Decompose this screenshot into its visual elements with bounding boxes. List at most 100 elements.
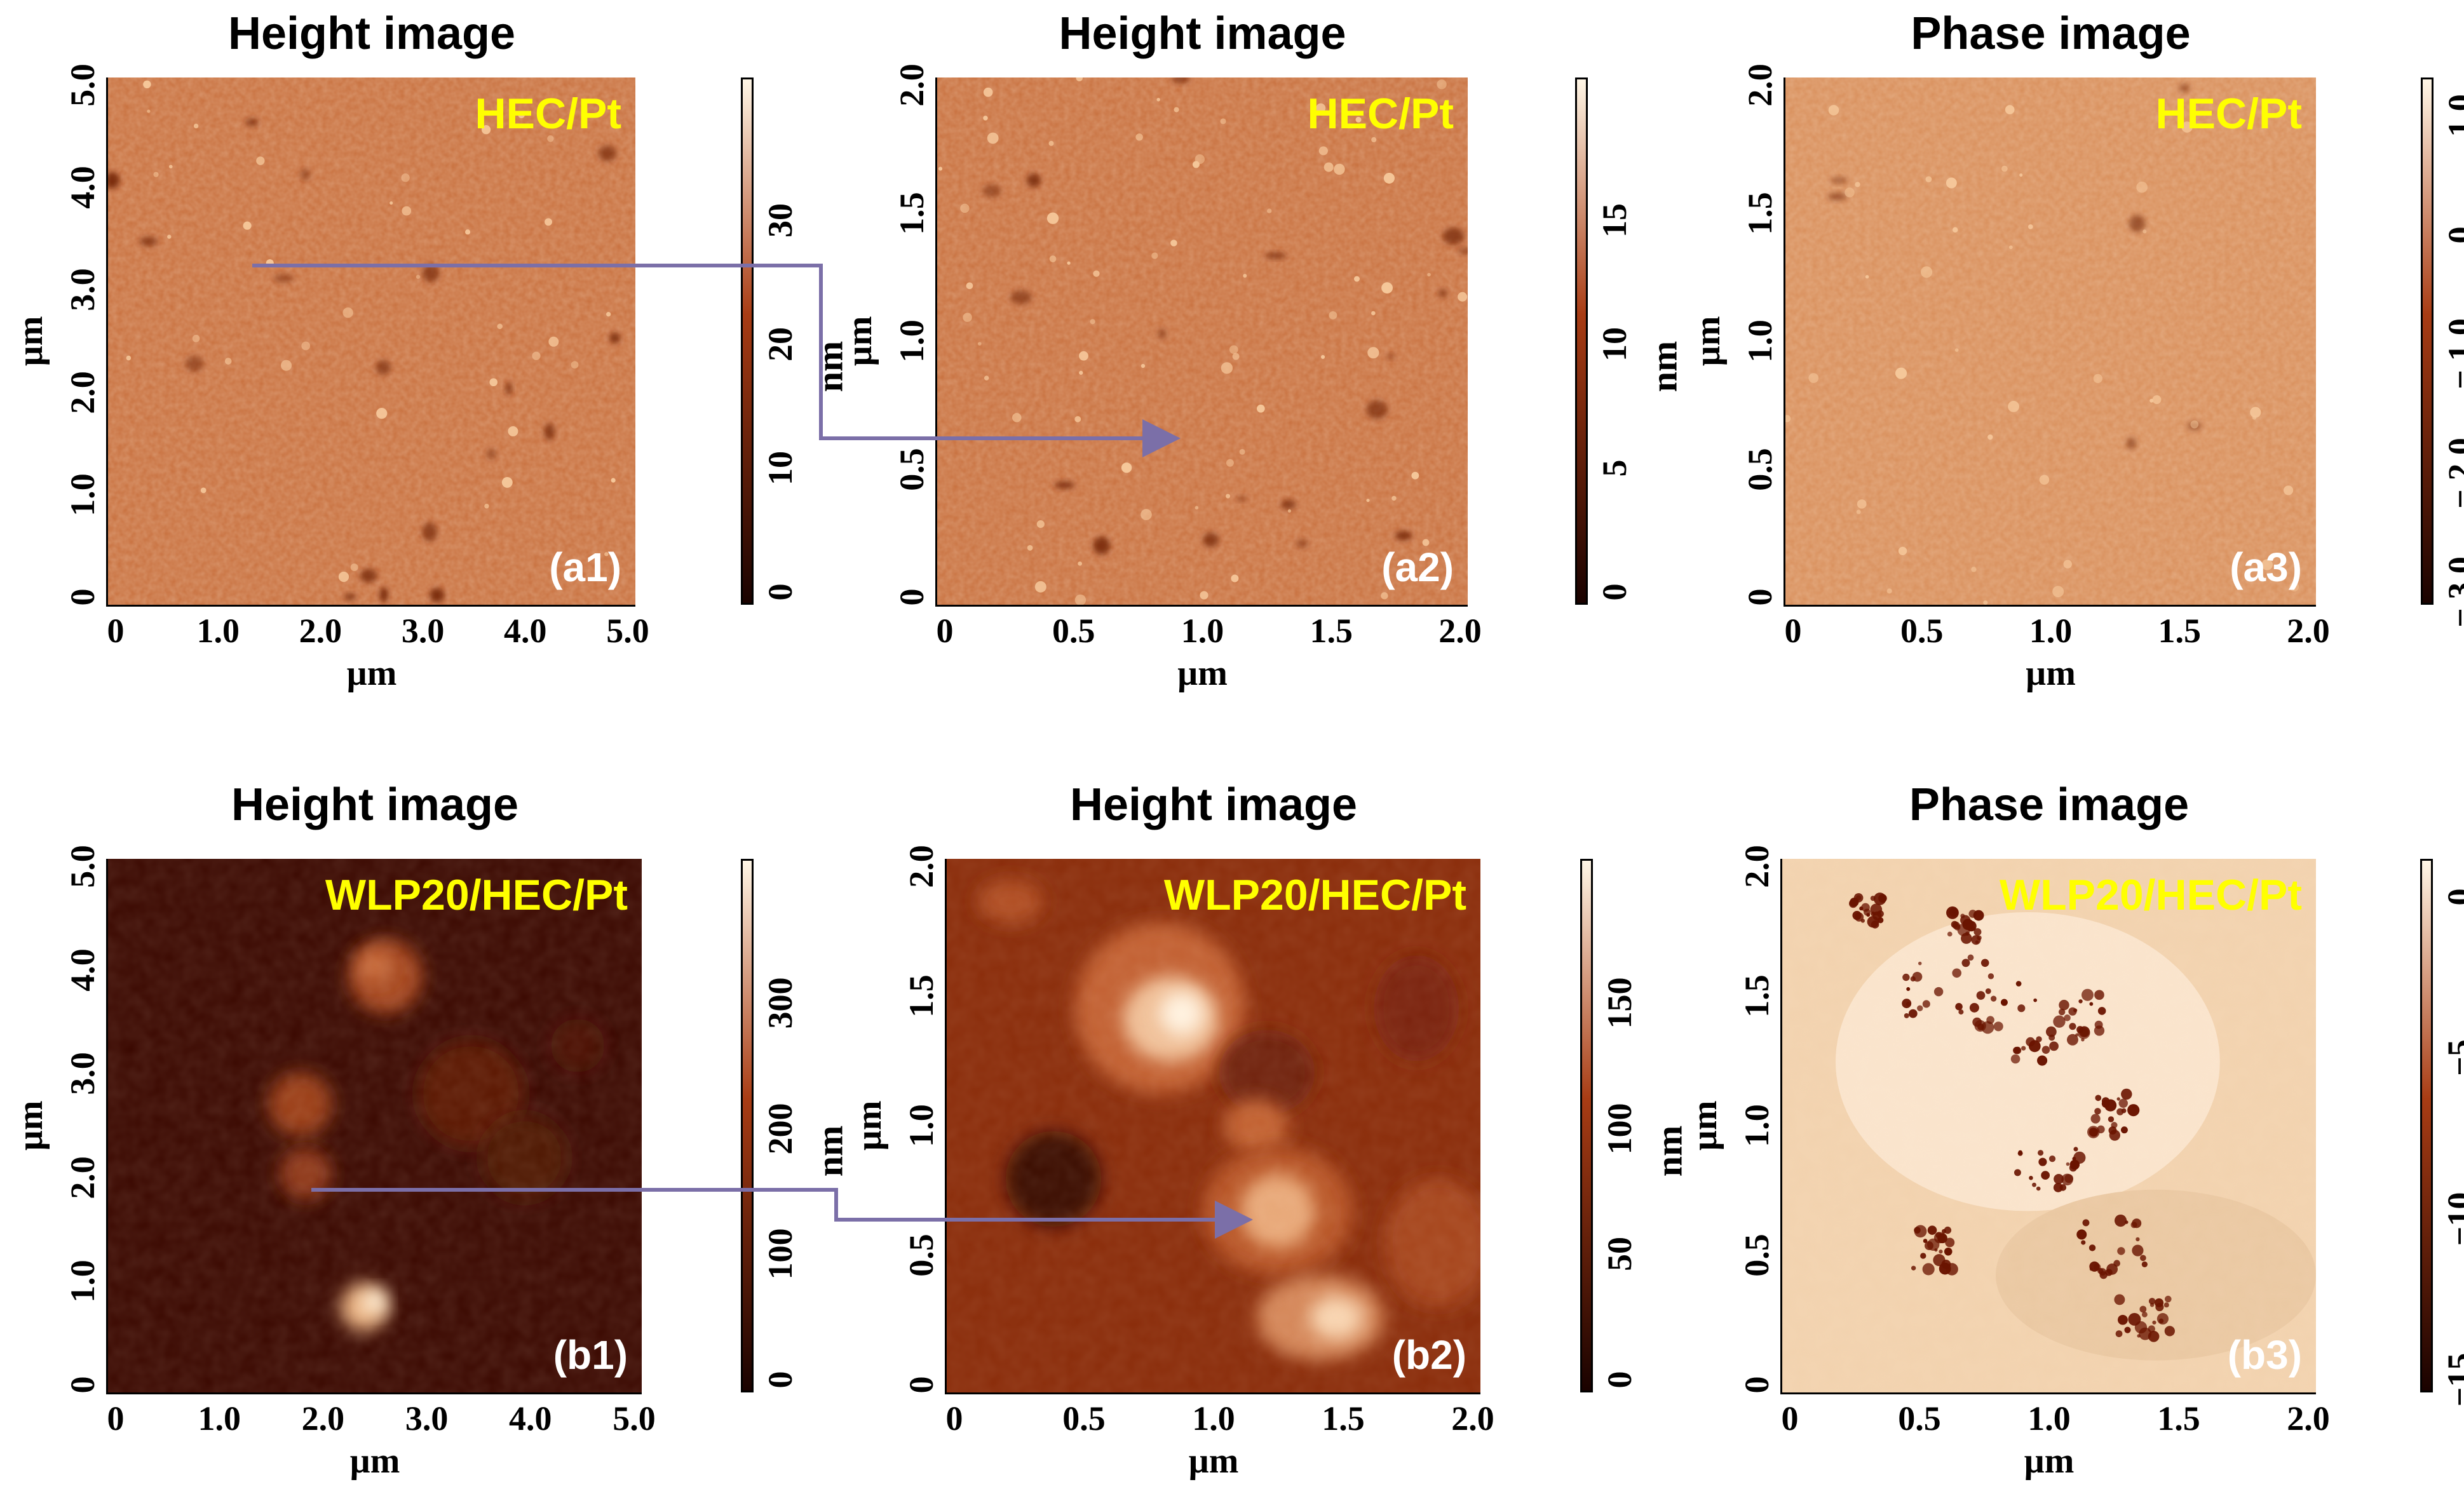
afm-grain <box>243 221 252 230</box>
afm-phase-spot <box>2164 1326 2175 1337</box>
afm-grain <box>1067 261 1071 265</box>
afm-phase-spot <box>1993 1021 2003 1032</box>
afm-grain <box>464 229 471 235</box>
afm-phase-spot <box>1955 1002 1963 1011</box>
afm-phase-spot <box>1945 1237 1955 1248</box>
afm-phase-spot <box>2036 1036 2042 1042</box>
panel-title-a2: Height image <box>1059 8 1346 59</box>
afm-phase-spot <box>1854 912 1864 922</box>
afm-grain <box>547 135 554 142</box>
afm-phase-spot <box>1991 995 1997 1002</box>
afm-grain <box>1987 434 1993 440</box>
colorbar-unit-b1: nm <box>809 1125 851 1177</box>
y-tick-label-a3: 0 <box>1741 588 1779 606</box>
x-tick-label-a2: 1.0 <box>1181 612 1224 650</box>
x-axis-line-a3 <box>1785 605 2316 607</box>
x-tick-label-a1: 2.0 <box>299 612 342 650</box>
afm-image-a3 <box>1785 77 2316 605</box>
afm-grain <box>1079 351 1088 361</box>
afm-grain <box>389 201 393 205</box>
colorbar-tick-a2: 0 <box>1595 583 1634 601</box>
afm-phase-spot <box>2109 1129 2120 1141</box>
afm-phase-spot <box>2082 1219 2090 1227</box>
afm-phase-spot <box>1969 1002 1979 1013</box>
afm-phase-spot <box>2116 1108 2124 1115</box>
x-tick-label-a3: 1.0 <box>2029 612 2073 650</box>
afm-phase-spot <box>1871 911 1876 917</box>
afm-grain <box>1925 176 1932 183</box>
afm-grain <box>983 116 988 121</box>
afm-image-a1 <box>108 77 635 605</box>
afm-grain <box>1135 133 1143 141</box>
afm-phase-spot <box>2064 1014 2071 1021</box>
afm-phase-spot <box>1985 988 1991 994</box>
afm-image-b1 <box>108 859 642 1392</box>
afm-grain <box>126 355 132 361</box>
afm-grain <box>604 552 609 556</box>
afm-grain <box>1334 163 1345 175</box>
afm-grain <box>1371 311 1376 316</box>
afm-grain <box>224 358 232 365</box>
afm-grain <box>338 571 349 583</box>
y-tick-label-a3: 0.5 <box>1741 447 1779 491</box>
x-tick-label-a1: 3.0 <box>401 612 445 650</box>
y-tick-label-b3: 1.0 <box>1738 1104 1776 1147</box>
colorbar-unit-a2: nm <box>1643 340 1685 393</box>
panel-title-b3: Phase image <box>1909 779 2190 830</box>
afm-phase-spot <box>2139 1255 2146 1262</box>
panel-title-b2: Height image <box>1069 779 1358 830</box>
afm-phase-spot <box>2115 1330 2123 1337</box>
colorbar-tick-a3: − 1.0 <box>2441 318 2464 389</box>
afm-phase-spot <box>2010 1054 2021 1064</box>
afm-texture <box>108 859 642 1392</box>
x-axis-unit-a3: µm <box>2026 654 2076 693</box>
x-tick-label-b3: 0 <box>1781 1399 1799 1438</box>
x-axis-unit-b1: µm <box>349 1441 400 1481</box>
afm-grain <box>280 360 292 371</box>
afm-phase-spot <box>2028 1040 2041 1053</box>
afm-map-a1 <box>108 77 635 605</box>
afm-phase-spot <box>2088 1244 2096 1251</box>
panel-label-b3: (b3) <box>2227 1332 2302 1378</box>
afm-phase-spot <box>2049 1041 2059 1051</box>
afm-grain <box>416 274 421 279</box>
afm-grain <box>1200 591 1208 600</box>
afm-phase-spot <box>2061 1173 2073 1186</box>
afm-grain <box>1192 161 1200 168</box>
afm-phase-spot <box>1987 973 1994 980</box>
afm-grain <box>1225 494 1231 499</box>
afm-phase-spot <box>1922 1263 1935 1276</box>
y-tick-label-a3: 2.0 <box>1741 64 1779 107</box>
colorbar-tick-b1: 100 <box>761 1228 799 1280</box>
y-tick-label-a1: 2.0 <box>64 370 102 414</box>
afm-grain <box>501 476 513 488</box>
afm-grain <box>1355 116 1362 123</box>
y-axis-line-b1 <box>106 859 108 1394</box>
afm-grain <box>1785 415 1791 422</box>
afm-grain <box>2142 229 2147 234</box>
afm-phase-spot <box>2041 1171 2050 1180</box>
afm-grain <box>1078 561 1083 566</box>
afm-phase-spot <box>2032 1182 2036 1187</box>
afm-grain <box>532 351 541 360</box>
y-tick-label-b3: 1.5 <box>1738 974 1776 1018</box>
x-tick-label-b3: 1.5 <box>2157 1399 2200 1438</box>
afm-grain <box>301 341 311 351</box>
afm-grain <box>1151 252 1158 259</box>
afm-phase-spot <box>1912 971 1923 982</box>
afm-phase-spot <box>2165 1295 2172 1303</box>
afm-phase-spot <box>2095 1095 2102 1102</box>
afm-grain <box>983 87 993 97</box>
afm-phase-spot <box>2148 1330 2160 1342</box>
afm-grain <box>2019 173 2023 177</box>
afm-phase-spot <box>1849 899 1858 908</box>
afm-grain <box>1318 146 1328 156</box>
afm-phase-spot <box>2118 1098 2128 1108</box>
afm-grain <box>2008 245 2013 250</box>
colorbar-tick-a1: 10 <box>761 451 799 485</box>
y-tick-label-b1: 1.0 <box>64 1260 102 1303</box>
afm-phase-spot <box>2089 1002 2094 1006</box>
afm-grain <box>1027 544 1033 551</box>
afm-texture <box>1782 859 2316 1392</box>
afm-phase-spot <box>1939 1250 1943 1254</box>
